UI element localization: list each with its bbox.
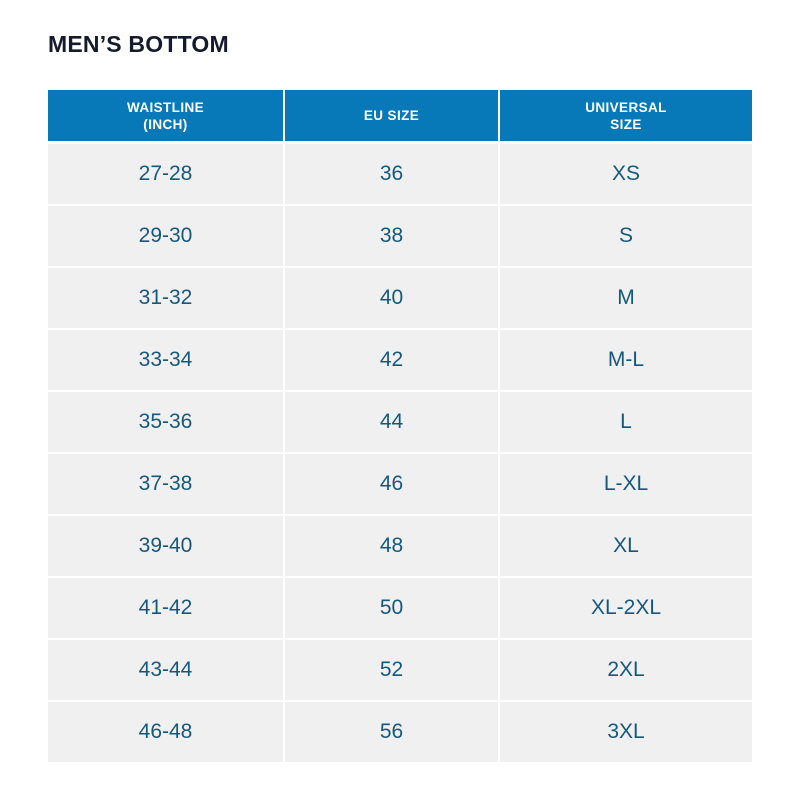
cell-eu-size: 42 [284,329,500,392]
cell-universal-size: XL-2XL [499,577,752,640]
col-header-waistline-line1: WAISTLINE [126,99,205,115]
cell-eu-size: 48 [284,515,500,578]
cell-universal-size: 3XL [499,701,752,764]
cell-universal-size: S [499,205,752,268]
cell-universal-size: M [499,267,752,330]
col-header-eu-size: EU SIZE [284,90,500,144]
cell-waistline: 39-40 [48,515,285,578]
table-row: 29-30 38 S [48,205,752,268]
table-row: 33-34 42 M-L [48,329,752,392]
table-row: 43-44 52 2XL [48,639,752,702]
table-row: 35-36 44 L [48,391,752,454]
cell-universal-size: L [499,391,752,454]
cell-eu-size: 36 [284,142,500,206]
table-row: 27-28 36 XS [48,142,752,206]
col-header-universal-size: UNIVERSAL SIZE [499,90,752,144]
cell-eu-size: 46 [284,453,500,516]
cell-universal-size: XL [499,515,752,578]
page-title: MEN’S BOTTOM [48,31,229,57]
table-row: 46-48 56 3XL [48,701,752,764]
cell-waistline: 31-32 [48,267,285,330]
cell-waistline: 41-42 [48,577,285,640]
cell-waistline: 29-30 [48,205,285,268]
col-header-universal-size-line1: UNIVERSAL [585,99,667,115]
cell-waistline: 37-38 [48,453,285,516]
col-header-eu-size-line1: EU SIZE [363,108,420,123]
cell-universal-size: XS [499,142,752,206]
table-row: 31-32 40 M [48,267,752,330]
table-row: 37-38 46 L-XL [48,453,752,516]
cell-eu-size: 56 [284,701,500,764]
col-header-waistline-line2: (INCH) [143,116,188,132]
table-row: 39-40 48 XL [48,515,752,578]
cell-eu-size: 38 [284,205,500,268]
size-table: WAISTLINE (INCH) EU SIZE UNIVERSAL SIZE … [48,90,752,764]
col-header-waistline: WAISTLINE (INCH) [48,90,285,144]
table-header-row: WAISTLINE (INCH) EU SIZE UNIVERSAL SIZE [48,90,752,144]
cell-eu-size: 50 [284,577,500,640]
cell-waistline: 43-44 [48,639,285,702]
cell-eu-size: 52 [284,639,500,702]
cell-waistline: 46-48 [48,701,285,764]
cell-eu-size: 44 [284,391,500,454]
cell-waistline: 35-36 [48,391,285,454]
cell-waistline: 33-34 [48,329,285,392]
col-header-universal-size-line2: SIZE [610,116,642,132]
cell-waistline: 27-28 [48,142,285,206]
cell-universal-size: M-L [499,329,752,392]
cell-universal-size: 2XL [499,639,752,702]
cell-universal-size: L-XL [499,453,752,516]
cell-eu-size: 40 [284,267,500,330]
table-row: 41-42 50 XL-2XL [48,577,752,640]
